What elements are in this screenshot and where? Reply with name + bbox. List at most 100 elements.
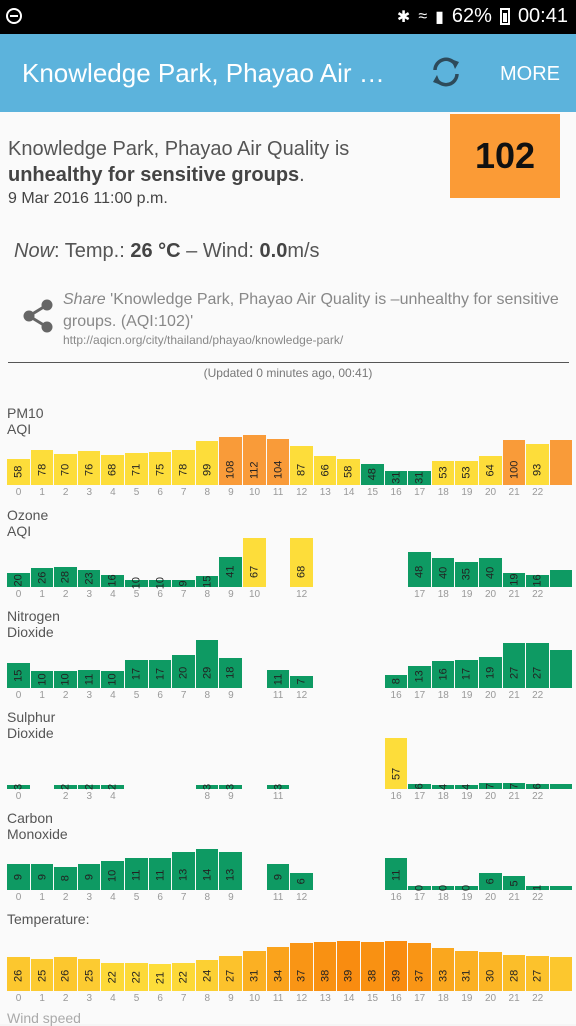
chart-bar[interactable] [195, 639, 220, 688]
chart-bar[interactable] [243, 538, 267, 587]
chart-bar[interactable] [7, 863, 31, 890]
chart-bar[interactable] [101, 671, 125, 688]
chart-bar[interactable] [549, 649, 574, 688]
chart-bar[interactable] [431, 886, 456, 890]
chart-bar[interactable] [148, 451, 173, 485]
chart-bar[interactable] [408, 552, 432, 587]
chart-bar[interactable] [54, 957, 78, 991]
chart-bar[interactable] [54, 866, 78, 890]
chart-bar[interactable] [148, 659, 173, 688]
chart-bar[interactable] [361, 942, 385, 991]
chart-bar[interactable] [502, 954, 527, 991]
chart-bar[interactable] [502, 440, 527, 485]
share-url[interactable]: http://aqicn.org/city/thailand/phayao/kn… [63, 333, 344, 347]
chart-bar[interactable] [101, 962, 125, 991]
chart-bar[interactable] [549, 783, 574, 789]
chart-bar[interactable] [431, 558, 456, 587]
chart-bar[interactable] [431, 785, 456, 789]
chart-bar[interactable] [219, 785, 243, 789]
chart-bar[interactable] [77, 958, 102, 991]
chart-bar[interactable] [219, 956, 243, 991]
chart-bar[interactable] [337, 940, 361, 991]
chart-bar[interactable] [172, 962, 196, 991]
chart-bar[interactable] [219, 557, 243, 587]
chart-bar[interactable] [266, 947, 291, 991]
chart-bar[interactable] [384, 471, 409, 485]
chart-bar[interactable] [455, 785, 479, 789]
chart-bar[interactable] [219, 852, 243, 890]
chart-bar[interactable] [549, 570, 574, 587]
chart-bar[interactable] [455, 886, 479, 890]
chart-bar[interactable] [219, 436, 243, 485]
chart-bar[interactable] [148, 579, 173, 587]
chart-bar[interactable] [148, 963, 173, 991]
chart-bar[interactable] [502, 643, 527, 688]
chart-bar[interactable] [526, 443, 550, 485]
chart-bar[interactable] [502, 782, 527, 789]
chart-bar[interactable] [54, 785, 78, 789]
chart-bar[interactable] [125, 453, 149, 485]
chart-bar[interactable] [54, 671, 78, 688]
chart-bar[interactable] [455, 561, 479, 587]
chart-bar[interactable] [101, 454, 125, 485]
chart-bar[interactable] [384, 738, 409, 789]
chart-bar[interactable] [77, 570, 102, 587]
chart-bar[interactable] [266, 863, 291, 890]
chart-bar[interactable] [337, 459, 361, 485]
chart-bar[interactable] [431, 461, 456, 485]
chart-bar[interactable] [266, 438, 291, 485]
chart-bar[interactable] [148, 858, 173, 890]
chart-bar[interactable] [195, 785, 220, 789]
chart-bar[interactable] [290, 446, 314, 485]
chart-bar[interactable] [54, 453, 78, 485]
chart-bar[interactable] [7, 663, 31, 688]
chart-bar[interactable] [502, 573, 527, 587]
chart-bar[interactable] [30, 671, 55, 688]
chart-bar[interactable] [125, 659, 149, 688]
chart-bar[interactable] [384, 674, 409, 688]
chart-bar[interactable] [408, 943, 432, 991]
share-text[interactable]: Share 'Knowledge Park, Phayao Air Qualit… [63, 289, 568, 333]
chart-bar[interactable] [195, 440, 220, 485]
chart-bar[interactable] [526, 643, 550, 688]
chart-bar[interactable] [195, 576, 220, 587]
chart-bar[interactable] [125, 962, 149, 991]
chart-bar[interactable] [313, 942, 338, 991]
chart-bar[interactable] [54, 566, 78, 587]
chart-bar[interactable] [101, 575, 125, 587]
chart-bar[interactable] [431, 661, 456, 688]
chart-bar[interactable] [219, 658, 243, 688]
chart-bar[interactable] [526, 956, 550, 991]
chart-bar[interactable] [266, 669, 291, 688]
chart-bar[interactable] [479, 456, 503, 485]
chart-bar[interactable] [7, 785, 31, 789]
chart-bar[interactable] [479, 872, 503, 890]
chart-bar[interactable] [290, 537, 314, 587]
chart-bar[interactable] [30, 450, 55, 485]
chart-bar[interactable] [479, 782, 503, 789]
chart-bar[interactable] [7, 957, 31, 991]
chart-bar[interactable] [7, 572, 31, 587]
chart-bar[interactable] [384, 858, 409, 890]
chart-bar[interactable] [361, 463, 385, 485]
chart-bar[interactable] [455, 951, 479, 991]
chart-bar[interactable] [77, 785, 102, 789]
chart-bar[interactable] [77, 863, 102, 890]
chart-bar[interactable] [479, 952, 503, 991]
chart-bar[interactable] [408, 783, 432, 789]
chart-bar[interactable] [101, 785, 125, 789]
chart-bar[interactable] [266, 785, 291, 789]
chart-bar[interactable] [384, 940, 409, 991]
chart-bar[interactable] [290, 872, 314, 890]
chart-bar[interactable] [526, 783, 550, 789]
chart-bar[interactable] [77, 451, 102, 485]
chart-bar[interactable] [172, 450, 196, 485]
chart-bar[interactable] [30, 568, 55, 587]
more-button[interactable]: MORE [500, 63, 560, 85]
chart-bar[interactable] [408, 886, 432, 890]
chart-bar[interactable] [479, 558, 503, 587]
chart-bar[interactable] [526, 886, 550, 890]
chart-bar[interactable] [172, 580, 196, 587]
chart-bar[interactable] [313, 455, 338, 485]
chart-bar[interactable] [502, 875, 527, 890]
